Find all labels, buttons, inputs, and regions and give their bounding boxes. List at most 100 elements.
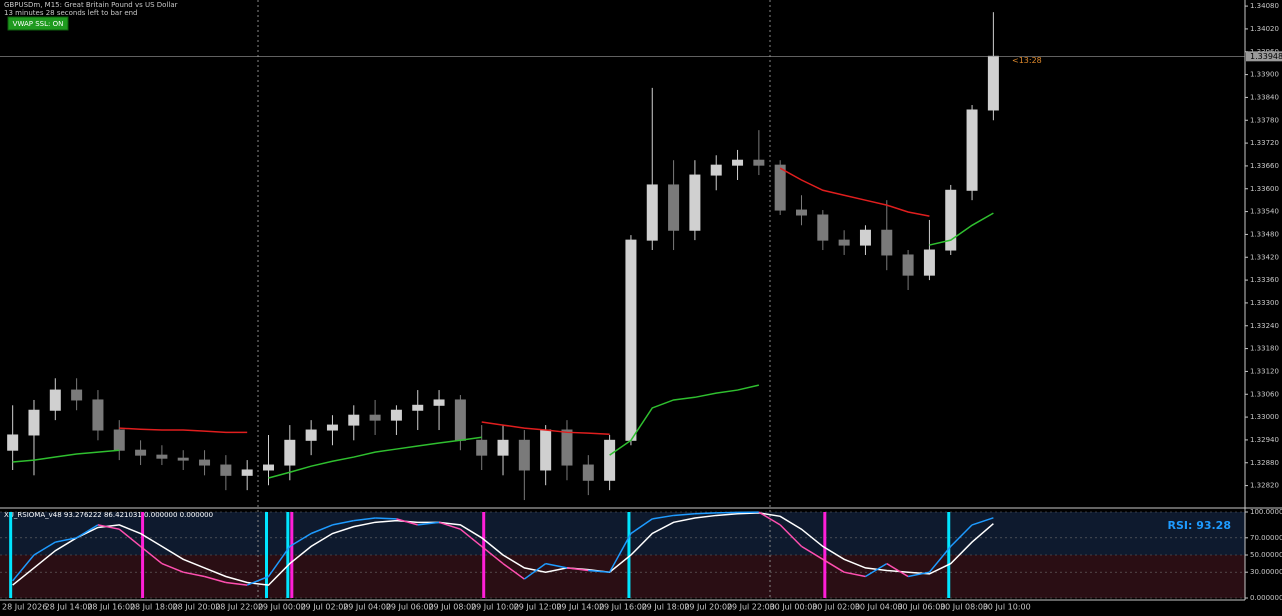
candle-body	[881, 229, 893, 256]
rsi-segment	[118, 528, 142, 547]
x-tick-label: 29 Jul 08:00	[428, 603, 476, 612]
candle-body	[305, 429, 317, 441]
rsi-segment	[12, 554, 35, 582]
x-tick-label: 29 Jul 12:00	[514, 603, 562, 612]
rsi-segment	[459, 528, 483, 547]
x-tick-label: 30 Jul 00:00	[770, 603, 818, 612]
x-tick-label: 29 Jul 14:00	[556, 603, 604, 612]
candle-body	[241, 469, 253, 476]
candle-body	[540, 429, 552, 471]
y-tick-label: 1.32820	[1250, 482, 1279, 490]
rsi-segment	[801, 545, 824, 560]
x-tick-label: 29 Jul 00:00	[258, 603, 306, 612]
candle-body	[497, 439, 509, 456]
rsi-segment	[396, 518, 418, 526]
y-tick-label: 70.000000	[1250, 534, 1282, 542]
x-tick-label: 30 Jul 04:00	[855, 603, 903, 612]
candle-body	[454, 399, 466, 441]
rsi-segment	[481, 545, 504, 565]
rsi-segment	[673, 512, 695, 517]
rsi-segment	[375, 517, 397, 520]
rsi-segment	[97, 524, 120, 530]
rsi-segment	[566, 567, 589, 572]
candle-body	[625, 239, 637, 441]
candle-body	[49, 389, 61, 411]
candle-body	[710, 164, 722, 176]
x-tick-label: 30 Jul 10:00	[983, 603, 1031, 612]
rsi-segment	[140, 545, 163, 565]
x-tick-label: 29 Jul 10:00	[471, 603, 519, 612]
candle-body	[7, 434, 19, 451]
candle-body	[28, 409, 40, 436]
y-tick-label: 1.33900	[1250, 71, 1279, 79]
rsi-segment	[502, 562, 525, 580]
rsi-segment	[545, 562, 568, 569]
y-tick-label: 1.33840	[1250, 93, 1279, 101]
y-tick-label: 1.33480	[1250, 230, 1279, 238]
rsi-segment	[438, 521, 461, 530]
x-tick-label: 29 Jul 20:00	[684, 603, 732, 612]
candle-body	[156, 454, 168, 459]
rsi-segment	[76, 524, 99, 539]
y-tick-label: 1.34080	[1250, 2, 1279, 10]
y-tick-label: 1.33240	[1250, 322, 1279, 330]
candle-body	[199, 459, 211, 466]
rsi-segment	[843, 571, 866, 578]
rsi-segment	[289, 532, 312, 548]
rsi-segment	[652, 514, 674, 520]
signal-curve	[12, 512, 994, 586]
rsi-segment	[608, 533, 632, 573]
rsi-segment	[353, 517, 376, 522]
bar-timer: 13 minutes 28 seconds left to bar end	[4, 9, 138, 17]
candle-body	[561, 429, 573, 466]
candle-body	[966, 109, 978, 191]
candle-body	[284, 439, 296, 466]
x-tick-label: 29 Jul 18:00	[642, 603, 690, 612]
candle-body	[412, 404, 424, 411]
x-tick-label: 28 Jul 2026	[2, 603, 47, 612]
rsi-segment	[161, 562, 184, 573]
candle-body	[476, 439, 488, 456]
indicator-title: XU_RSIOMA_v48 93.276222 86.421031 0.0000…	[4, 511, 213, 519]
x-tick-label: 29 Jul 06:00	[386, 603, 434, 612]
candle-body	[92, 399, 104, 431]
x-tick-label: 29 Jul 02:00	[300, 603, 348, 612]
y-tick-label: 0.000000	[1250, 594, 1282, 602]
x-tick-label: 29 Jul 22:00	[727, 603, 775, 612]
candle-body	[753, 159, 765, 166]
candle-body	[817, 214, 829, 241]
ssl-line	[12, 212, 994, 479]
rsi-segment	[758, 511, 781, 526]
candle-body	[518, 439, 530, 471]
rsi-segment	[55, 537, 77, 543]
x-tick-label: 29 Jul 16:00	[599, 603, 647, 612]
rsi-segment	[523, 562, 547, 580]
x-tick-label: 30 Jul 06:00	[897, 603, 945, 612]
rsi-segment	[907, 571, 930, 578]
y-tick-label: 30.000000	[1250, 568, 1282, 576]
x-tick-label: 28 Jul 16:00	[87, 603, 135, 612]
vwap-button[interactable]	[7, 16, 69, 31]
x-tick-label: 28 Jul 22:00	[215, 603, 263, 612]
rsi-segment	[950, 524, 973, 547]
x-tick-label: 28 Jul 14:00	[45, 603, 93, 612]
y-tick-label: 1.33060	[1250, 390, 1279, 398]
rsi-readout: RSI: 93.28	[1167, 519, 1231, 532]
candle-body	[945, 189, 957, 251]
y-tick-label: 1.33120	[1250, 367, 1279, 375]
rsi-segment	[886, 562, 909, 578]
candle-body	[796, 209, 807, 216]
candle-body	[987, 55, 999, 111]
candle-body	[774, 164, 786, 211]
vwap-button-label[interactable]: VWAP SSL: ON	[13, 20, 64, 28]
y-tick-label: 1.33780	[1250, 116, 1279, 124]
rsi-segment	[694, 512, 717, 515]
y-tick-label: 50.000000	[1250, 551, 1282, 559]
candle-body	[71, 389, 83, 401]
rsi-segment	[246, 575, 269, 586]
x-tick-label: 28 Jul 20:00	[173, 603, 221, 612]
candle-body	[326, 424, 338, 431]
candle-body	[838, 239, 850, 246]
candle-body	[668, 184, 680, 231]
rsi-segment	[204, 575, 227, 584]
